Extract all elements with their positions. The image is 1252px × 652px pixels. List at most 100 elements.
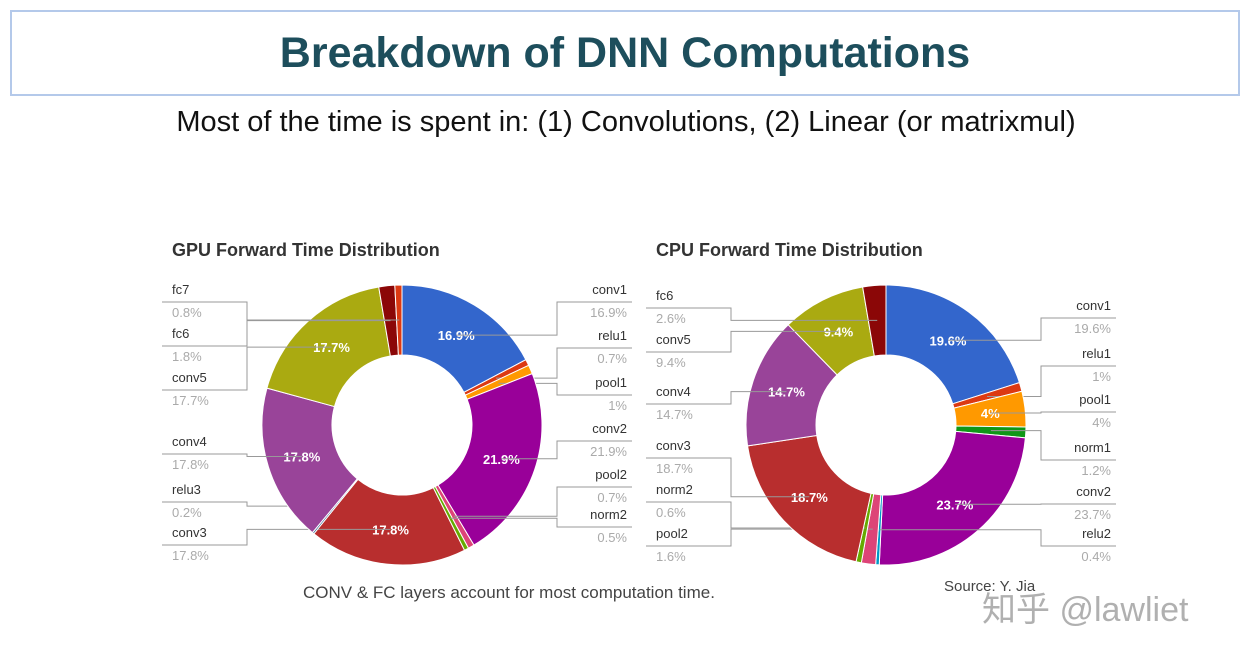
callout-pool2: pool2 1.6% [656,526,688,564]
callout-fc6: fc6 1.8% [172,326,202,364]
callout-name: conv1 [592,282,627,297]
callout-name: norm2 [590,507,627,522]
callout-value: 4% [1092,415,1111,430]
callout-name: relu2 [1082,526,1111,541]
cpu-donut-chart: 19.6% 4% 23.7% 18.7% 14.7% 9.4% CPU Forward T… [646,230,1116,590]
source-note: Source: Y. Jia [944,578,1036,595]
callout-name: conv3 [656,438,691,453]
callout-value: 17.8% [172,457,209,472]
callout-value: 17.7% [172,393,209,408]
callout-line [646,457,810,498]
callout-line [990,430,1116,461]
slice-inner-label: 14.7% [768,385,805,400]
callout-line [990,411,1116,414]
slice-inner-label: 21.9% [483,452,520,467]
callout-name: conv1 [1076,298,1111,313]
callout-relu1: relu1 1% [1082,346,1111,384]
callout-conv4: conv4 14.7% [656,384,693,422]
callout-relu1: relu1 0.7% [597,328,627,366]
callout-norm1: norm1 1.2% [1074,440,1111,478]
callout-line [162,528,391,546]
callout-name: pool1 [1079,392,1111,407]
title-box: Breakdown of DNN Computations [10,10,1240,96]
donut-svg: 16.9% 21.9% 17.8% 17.8% 17.7% [162,284,632,566]
callout-pool2: pool2 0.7% [595,467,627,505]
callout-pool1: pool1 4% [1079,392,1111,430]
callout-value: 1% [1092,369,1111,384]
callout-line [879,529,1116,547]
callout-value: 0.7% [597,351,627,366]
callout-pool1: pool1 1% [595,375,627,413]
callout-value: 1% [608,398,627,413]
slice-inner-label: 9.4% [824,324,854,339]
callout-name: conv5 [172,370,207,385]
callout-value: 17.8% [172,548,209,563]
callout-value: 0.5% [597,530,627,545]
slice-conv2 [878,430,1026,566]
callout-value: 1.2% [1081,463,1111,478]
callout-line [646,307,878,321]
callout-name: conv2 [592,421,627,436]
callout-line [947,317,1116,341]
callout-conv4: conv4 17.8% [172,434,209,472]
callout-name: pool2 [595,467,627,482]
callout-line [162,346,332,391]
gpu-donut-chart: 16.9% 21.9% 17.8% 17.8% 17.7% GPU Forward Ti… [162,230,632,590]
slice-conv1 [885,284,1021,405]
callout-conv2: conv2 21.9% [590,421,627,459]
callout-name: fc7 [172,282,190,297]
callout-value: 0.4% [1081,549,1111,564]
callout-value: 0.7% [597,490,627,505]
callout-value: 18.7% [656,461,693,476]
slice-inner-label: 17.7% [313,340,350,355]
callout-name: fc6 [172,326,190,341]
slice-inner-label: 17.8% [283,450,320,465]
callout-value: 0.2% [172,505,202,520]
slice-conv4 [261,387,358,534]
callout-fc6: fc6 2.6% [656,288,686,326]
callout-name: conv5 [656,332,691,347]
callout-relu2: relu2 0.4% [1081,526,1111,564]
callout-name: norm1 [1074,440,1111,455]
chart-title: GPU Forward Time Distribution [172,240,440,260]
callout-conv3: conv3 18.7% [656,438,693,476]
callout-name: conv4 [656,384,691,399]
callout-line [646,330,839,353]
callout-name: conv4 [172,434,207,449]
watermark: 知乎 @lawliet [982,591,1189,629]
callout-value: 0.8% [172,305,202,320]
slice-conv1 [401,284,527,394]
callout-name: fc6 [656,288,674,303]
callout-value: 9.4% [656,355,686,370]
callout-norm2: norm2 0.6% [656,482,693,520]
callout-conv5: conv5 9.4% [656,332,691,370]
callout-line [453,486,632,517]
callout-value: 1.6% [656,549,686,564]
callout-name: relu3 [172,482,201,497]
callout-value: 23.7% [1074,507,1111,522]
callout-line [450,517,632,528]
callout-value: 19.6% [1074,321,1111,336]
callout-name: relu1 [1082,346,1111,361]
callout-value: 1.8% [172,349,202,364]
callout-line [646,391,787,405]
callout-conv5: conv5 17.7% [172,370,209,408]
callout-line [162,301,400,321]
callout-name: relu1 [598,328,627,343]
callout-conv1: conv1 16.9% [590,282,627,320]
callout-name: conv3 [172,525,207,540]
callout-line [162,453,302,458]
slide-title: Breakdown of DNN Computations [279,28,971,77]
callout-name: pool1 [595,375,627,390]
chart-title: CPU Forward Time Distribution [656,240,923,260]
callout-value: 16.9% [590,305,627,320]
callout-value: 21.9% [590,444,627,459]
callout-conv3: conv3 17.8% [172,525,209,563]
slide-subtitle: Most of the time is spent in: (1) Convol… [176,106,1076,138]
slice-conv2 [437,372,543,546]
callout-name: pool2 [656,526,688,541]
callout-value: 0.6% [656,505,686,520]
callout-value: 2.6% [656,311,686,326]
caption: CONV & FC layers account for most comput… [303,583,715,602]
